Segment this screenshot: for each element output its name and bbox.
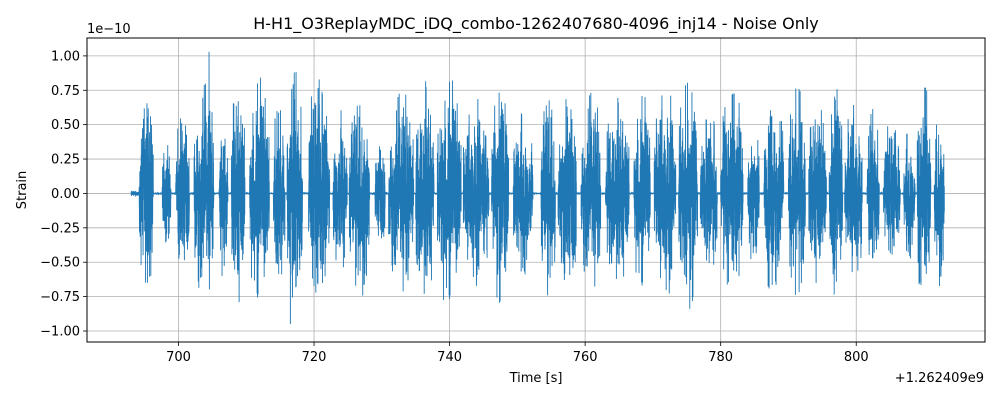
y-tick-label: −0.75: [40, 290, 80, 305]
x-tick-label: 760: [573, 350, 598, 365]
x-tick-label: 780: [708, 350, 733, 365]
x-axis: 700 720 740 760 780 800: [166, 342, 869, 365]
x-tick-label: 700: [166, 350, 191, 365]
x-tick-label: 720: [302, 350, 327, 365]
y-axis: −1.00 −0.75 −0.50 −0.25 0.00 0.25 0.50 0.75 1.00: [40, 49, 87, 339]
y-tick-label: 0.50: [51, 118, 80, 133]
y-tick-label: 0.25: [51, 153, 80, 168]
y-tick-label: 0.00: [51, 187, 80, 202]
y-tick-label: −0.50: [40, 256, 80, 271]
plot-frame: [86, 37, 986, 343]
y-axis-label: Strain: [15, 171, 30, 210]
x-tick-label: 800: [844, 350, 869, 365]
chart-title: H-H1_O3ReplayMDC_iDQ_combo-1262407680-40…: [253, 14, 819, 34]
y-tick-label: 1.00: [51, 49, 80, 64]
strain-series-line: [130, 51, 945, 325]
y-scale-label: 1e−10: [87, 22, 131, 37]
x-tick-label: 740: [437, 350, 462, 365]
y-tick-label: 0.75: [51, 84, 80, 99]
y-tick-label: −1.00: [40, 324, 80, 339]
x-axis-label: Time [s]: [509, 371, 563, 386]
series-layer: [130, 51, 945, 325]
y-tick-label: −0.25: [40, 221, 80, 236]
x-offset-label: +1.262409e9: [895, 371, 984, 386]
